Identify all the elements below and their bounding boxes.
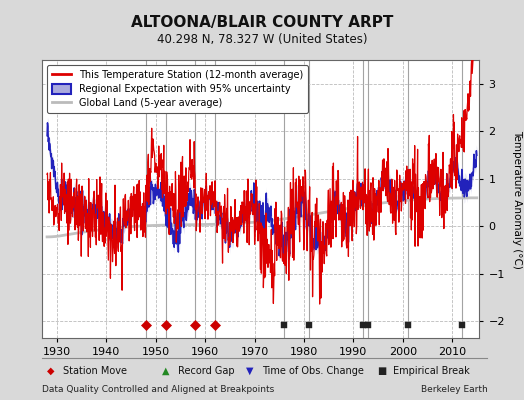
Text: ▲: ▲	[162, 366, 170, 376]
Text: Time of Obs. Change: Time of Obs. Change	[262, 366, 364, 376]
Text: 40.298 N, 78.327 W (United States): 40.298 N, 78.327 W (United States)	[157, 33, 367, 46]
Text: ALTOONA/BLAIR COUNTY ARPT: ALTOONA/BLAIR COUNTY ARPT	[131, 15, 393, 30]
Text: Station Move: Station Move	[63, 366, 127, 376]
Text: Empirical Break: Empirical Break	[393, 366, 470, 376]
Text: ▼: ▼	[246, 366, 254, 376]
Y-axis label: Temperature Anomaly (°C): Temperature Anomaly (°C)	[511, 130, 522, 268]
Legend: This Temperature Station (12-month average), Regional Expectation with 95% uncer: This Temperature Station (12-month avera…	[47, 65, 308, 113]
Text: ◆: ◆	[47, 366, 54, 376]
Text: Record Gap: Record Gap	[178, 366, 235, 376]
Text: Data Quality Controlled and Aligned at Breakpoints: Data Quality Controlled and Aligned at B…	[42, 386, 274, 394]
Text: Berkeley Earth: Berkeley Earth	[421, 386, 487, 394]
Text: ■: ■	[377, 366, 387, 376]
